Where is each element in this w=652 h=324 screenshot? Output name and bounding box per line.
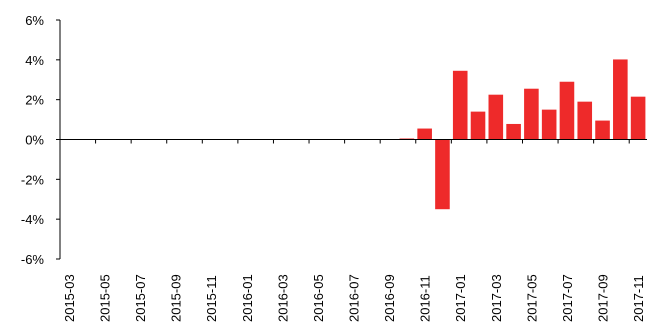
y-tick-label: 2% [25,93,44,108]
x-tick-label: 2016-01 [240,274,255,322]
x-tick-label: 2016-07 [347,274,362,322]
x-tick-label: 2017-07 [560,274,575,322]
y-tick-label: 0% [25,133,44,148]
bar-2017-07 [559,81,575,140]
bar-2017-10 [613,59,628,140]
x-tick-label: 2016-05 [311,274,326,322]
bar-2016-11 [417,128,432,140]
y-axis: -6% -4% -2% 0% 2% 4% 6% [21,13,61,267]
x-tick-label: 2016-03 [275,274,290,322]
x-tick-label: 2017-09 [596,274,611,322]
x-tick-label: 2016-09 [382,274,397,322]
y-tick-label: 4% [25,53,44,68]
x-tick-label: 2015-11 [204,275,219,322]
bar-2017-04 [506,123,521,140]
y-tick-label: -6% [21,252,45,267]
x-tick-label: 2015-09 [169,274,184,322]
bars [399,59,646,210]
y-tick-label: -4% [21,212,45,227]
x-tick-label: 2017-03 [489,274,504,322]
bar-2017-02 [470,111,486,140]
x-tick-label: 2015-03 [62,274,77,322]
x-tick-label: 2017-11 [631,275,646,322]
x-tick-label: 2015-05 [97,274,112,322]
bar-2017-05 [524,88,539,140]
bar-2017-09 [595,120,610,140]
bar-2017-11 [630,96,646,140]
bar-2016-12 [435,139,450,210]
bar-2017-03 [488,94,504,140]
bar-2017-01 [452,70,468,140]
x-tick-label: 2016-11 [418,275,433,322]
x-tick-label: 2017-01 [453,274,468,322]
y-tick-label: 6% [25,13,44,28]
y-tick-label: -2% [21,172,45,187]
bar-2017-06 [541,109,557,140]
x-tick-label: 2015-07 [133,274,148,322]
x-axis: 2015-03 2015-05 2015-07 2015-09 2015-11 2016-… [59,139,647,322]
bar-2017-08 [577,101,593,140]
x-tick-label: 2017-05 [524,274,539,322]
